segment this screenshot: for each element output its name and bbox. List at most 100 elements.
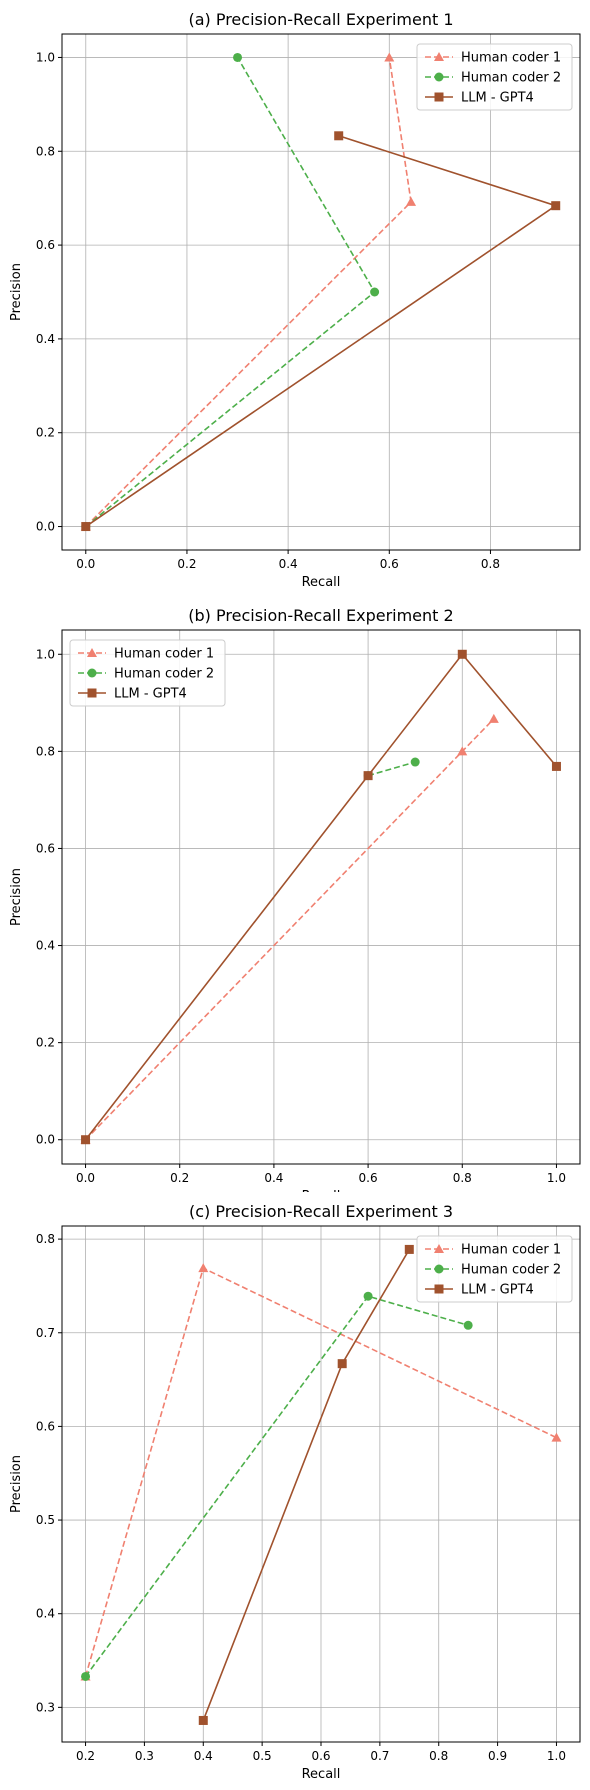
grid-lines	[62, 630, 580, 1164]
legend-marker-0	[434, 52, 444, 61]
data-point-1-1	[410, 757, 420, 767]
y-tick-label: 0.7	[36, 1326, 55, 1340]
y-tick-label: 0.2	[36, 426, 55, 440]
x-tick-label: 0.4	[194, 1749, 213, 1763]
data-point-2-2	[334, 131, 344, 141]
x-tick-label: 0.7	[370, 1749, 389, 1763]
x-tick-label: 0.4	[279, 557, 298, 571]
y-tick-label: 0.2	[36, 1036, 55, 1050]
series-2	[81, 649, 561, 1145]
series-2	[81, 131, 561, 532]
series-line-0	[84, 718, 495, 1141]
x-tick-label: 0.6	[359, 1171, 378, 1185]
x-tick-label: 0.4	[264, 1171, 283, 1185]
x-tick-label: 0.6	[380, 557, 399, 571]
legend-label-2: LLM - GPT4	[461, 1283, 534, 1298]
series-line-2	[202, 1249, 410, 1721]
x-tick-label: 0.9	[488, 1749, 507, 1763]
y-axis-label: Precision	[9, 1455, 24, 1513]
data-point-2-0	[81, 1135, 91, 1145]
data-point-1-1	[363, 1291, 373, 1301]
series-2	[198, 1244, 414, 1725]
y-tick-label: 1.0	[36, 647, 55, 661]
legend-box	[416, 1235, 573, 1303]
legend: Human coder 1 Human coder 2 LLM - GPT4	[416, 1235, 573, 1303]
y-tick-label: 0.4	[36, 939, 55, 953]
series-1	[81, 1291, 473, 1681]
data-point-2-0	[198, 1715, 208, 1725]
series-line-1	[85, 57, 376, 528]
grid-lines	[62, 34, 580, 550]
legend-label-0: Human coder 1	[114, 647, 214, 662]
y-tick-label: 0.0	[36, 520, 55, 534]
data-point-2-1	[337, 1359, 347, 1369]
x-tick-label: 0.2	[170, 1171, 189, 1185]
data-point-1-2	[463, 1320, 473, 1330]
legend-label-0: Human coder 1	[461, 1243, 561, 1258]
x-tick-label: 0.0	[76, 1171, 95, 1185]
chart-panel-c: (c) Precision-Recall Experiment 30.2 0.3 0…	[9, 1202, 581, 1782]
series-0	[80, 52, 417, 531]
legend-label-1: Human coder 2	[461, 71, 561, 86]
grid-lines	[62, 1226, 580, 1742]
data-point-2-0	[81, 522, 91, 532]
y-tick-label: 0.4	[36, 1607, 55, 1621]
plot-frame	[61, 629, 581, 1165]
y-tick-label: 0.8	[36, 744, 55, 758]
y-tick-label: 0.0	[36, 1133, 55, 1147]
legend: Human coder 1 Human coder 2 LLM - GPT4	[69, 639, 226, 707]
data-point-0-2	[488, 713, 499, 723]
x-axis-label: Recall	[302, 1189, 341, 1192]
chart-title-c: (c) Precision-Recall Experiment 3	[189, 1202, 453, 1221]
x-tick-label: 0.2	[177, 557, 196, 571]
data-point-1-0	[81, 1671, 91, 1681]
y-tick-label: 0.6	[36, 238, 55, 252]
legend-label-1: Human coder 2	[114, 667, 214, 682]
data-point-1-2	[233, 52, 243, 62]
x-tick-label: 0.3	[135, 1749, 154, 1763]
legend-label-2: LLM - GPT4	[114, 687, 187, 702]
data-point-2-1	[363, 771, 373, 781]
chart-title-a: (a) Precision-Recall Experiment 1	[188, 10, 453, 29]
x-tick-label: 0.0	[76, 557, 95, 571]
x-tick-label: 0.8	[481, 557, 500, 571]
data-point-0-1	[198, 1263, 209, 1273]
x-tick-label: 1.0	[547, 1171, 566, 1185]
y-tick-label: 0.5	[36, 1513, 55, 1527]
y-tick-label: 0.8	[36, 1232, 55, 1246]
x-axis-label: Recall	[302, 575, 341, 590]
y-tick-label: 0.6	[36, 1419, 55, 1433]
y-tick-label: 0.4	[36, 332, 55, 346]
x-axis-label: Recall	[302, 1767, 341, 1782]
ticks: 0.2 0.3 0.4 0.5 0.6 0.7 0.8 0.9 1.0 0.3 0.4 0.5 0.6 0…	[36, 1232, 566, 1763]
data-point-2-2	[457, 649, 467, 659]
plot-frame	[61, 33, 581, 551]
x-tick-label: 0.6	[311, 1749, 330, 1763]
legend-marker-1	[87, 668, 97, 678]
data-point-0-2	[384, 52, 395, 62]
legend-box	[416, 43, 573, 111]
ticks: 0.0 0.2 0.4 0.6 0.8 0.0 0.2 0.4 0.6 0.8 1.0	[36, 50, 500, 571]
chart-title-b: (b) Precision-Recall Experiment 2	[188, 606, 453, 625]
x-tick-label: 0.5	[253, 1749, 272, 1763]
legend-marker-0	[434, 1244, 444, 1253]
series-1	[81, 52, 380, 532]
legend-label-2: LLM - GPT4	[461, 91, 534, 106]
series-line-1	[84, 1295, 469, 1677]
series-0	[80, 713, 499, 1144]
chart-panel-b: (b) Precision-Recall Experiment 2 0.0 0.2 0…	[9, 606, 581, 1192]
series-line-0	[85, 57, 412, 528]
chart-panel-a: (a) Precision-Recall Experiment 1 0.0 0.2 0…	[9, 10, 581, 590]
data-point-2-3	[551, 761, 561, 771]
legend-label-1: Human coder 2	[461, 1263, 561, 1278]
data-point-2-1	[551, 201, 561, 211]
y-tick-label: 0.6	[36, 841, 55, 855]
y-tick-label: 0.3	[36, 1700, 55, 1714]
series-line-2	[84, 652, 558, 1141]
y-axis-label: Precision	[9, 263, 24, 321]
y-tick-label: 1.0	[36, 50, 55, 64]
legend-box	[69, 639, 226, 707]
legend-marker-2	[87, 688, 97, 698]
x-tick-label: 0.8	[453, 1171, 472, 1185]
